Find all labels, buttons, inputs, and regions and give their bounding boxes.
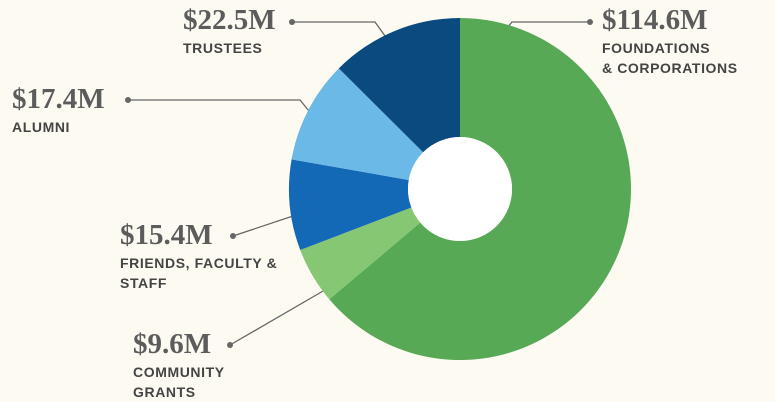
label: $9.6M COMMUNITY GRANTS [133,328,225,402]
leader-line [128,99,323,128]
slice [300,207,421,300]
label: $114.6M FOUNDATIONS & CORPORATIONS [602,4,738,78]
value-label: $17.4M [12,83,105,115]
value-label: $9.6M [133,328,212,360]
slices [289,18,631,360]
leader-dot [227,342,233,348]
value-label: $22.5M [183,4,276,36]
leader-line [229,286,331,346]
slice [291,68,424,180]
leader-dot [230,233,236,239]
label: $17.4M ALUMNI [12,83,105,137]
leader-dot [289,19,295,25]
slice [338,18,460,153]
category-label: FOUNDATIONS & CORPORATIONS [602,40,738,76]
category-label: COMMUNITY GRANTS [133,364,225,400]
leader-dot [125,97,131,103]
donut-hole [408,137,512,241]
label: $15.4M FRIENDS, FACULTY & STAFF [120,219,277,293]
category-label: ALUMNI [12,119,71,135]
leader-dot [587,19,593,25]
leader-line [232,212,303,237]
category-label: FRIENDS, FACULTY & STAFF [120,255,278,291]
value-label: $15.4M [120,219,213,251]
value-label: $114.6M [602,4,708,36]
slice [329,18,631,360]
slice [289,159,412,251]
category-label: TRUSTEES [183,40,263,56]
label: $22.5M TRUSTEES [183,4,276,58]
